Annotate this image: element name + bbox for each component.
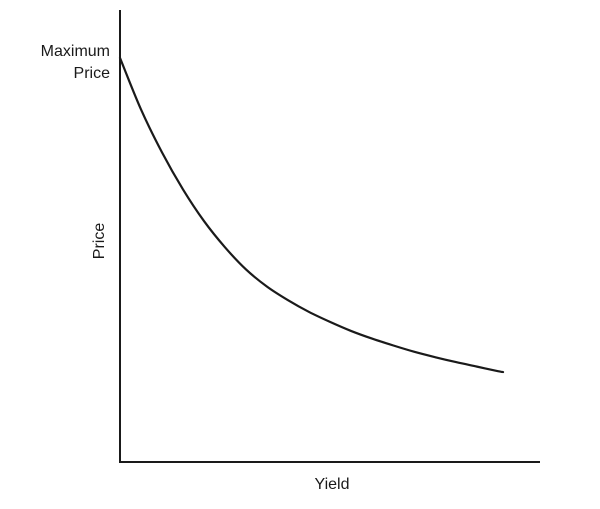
maximum-price-label-line-2: Price (74, 65, 111, 82)
x-axis-label: Yield (315, 476, 350, 493)
price-yield-curve (118, 56, 505, 374)
y-axis-label: Price (91, 223, 108, 260)
maximum-price-label-line-1: Maximum (41, 43, 110, 60)
